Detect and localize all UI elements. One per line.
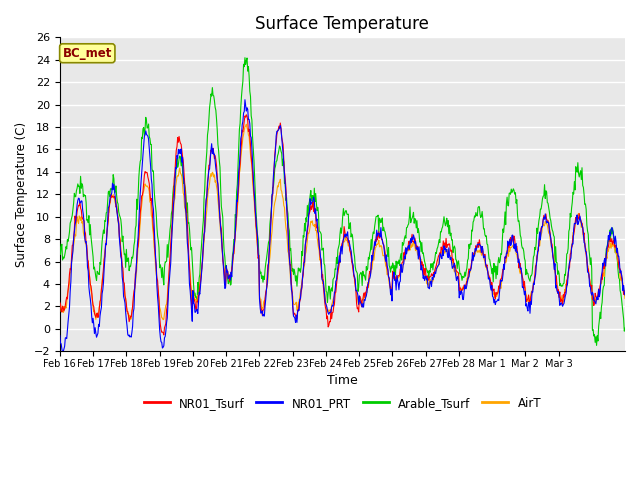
NR01_Tsurf (398, 261, 406, 267)
AirT (56, 301, 63, 307)
NR01_Tsurf (621, 292, 629, 298)
AirT (350, 273, 358, 279)
AirT (171, 196, 179, 202)
Text: BC_met: BC_met (63, 47, 112, 60)
NR01_Tsurf (56, 300, 63, 305)
Arable_Tsurf (593, 343, 600, 348)
NR01_Tsurf (490, 288, 497, 293)
NR01_PRT (56, 333, 63, 338)
Arable_Tsurf (397, 251, 405, 256)
Arable_Tsurf (621, 325, 629, 331)
NR01_PRT (241, 97, 249, 103)
AirT (621, 296, 629, 301)
AirT (490, 291, 497, 297)
X-axis label: Time: Time (327, 374, 358, 387)
AirT (132, 274, 140, 279)
NR01_PRT (490, 294, 497, 300)
AirT (120, 285, 128, 291)
Line: NR01_PRT: NR01_PRT (60, 100, 625, 352)
NR01_Tsurf (132, 268, 140, 274)
Arable_Tsurf (120, 252, 128, 258)
NR01_Tsurf (243, 112, 250, 118)
Title: Surface Temperature: Surface Temperature (255, 15, 429, 33)
NR01_PRT (350, 271, 358, 277)
AirT (159, 317, 167, 323)
Arable_Tsurf (132, 223, 140, 228)
AirT (398, 267, 406, 273)
NR01_PRT (171, 180, 179, 186)
Line: Arable_Tsurf: Arable_Tsurf (60, 58, 625, 346)
NR01_PRT (398, 269, 406, 275)
NR01_PRT (59, 349, 67, 355)
NR01_Tsurf (160, 332, 168, 338)
AirT (243, 121, 250, 127)
NR01_Tsurf (171, 170, 179, 176)
Arable_Tsurf (349, 240, 357, 246)
Arable_Tsurf (56, 241, 63, 247)
NR01_Tsurf (120, 280, 128, 286)
Line: AirT: AirT (60, 124, 625, 320)
Arable_Tsurf (489, 266, 497, 272)
NR01_Tsurf (350, 273, 358, 279)
Line: NR01_Tsurf: NR01_Tsurf (60, 115, 625, 335)
Arable_Tsurf (170, 184, 178, 190)
Arable_Tsurf (241, 55, 249, 60)
NR01_PRT (133, 255, 141, 261)
NR01_PRT (621, 292, 629, 298)
NR01_PRT (121, 300, 129, 306)
Y-axis label: Surface Temperature (C): Surface Temperature (C) (15, 122, 28, 267)
Legend: NR01_Tsurf, NR01_PRT, Arable_Tsurf, AirT: NR01_Tsurf, NR01_PRT, Arable_Tsurf, AirT (139, 392, 546, 414)
